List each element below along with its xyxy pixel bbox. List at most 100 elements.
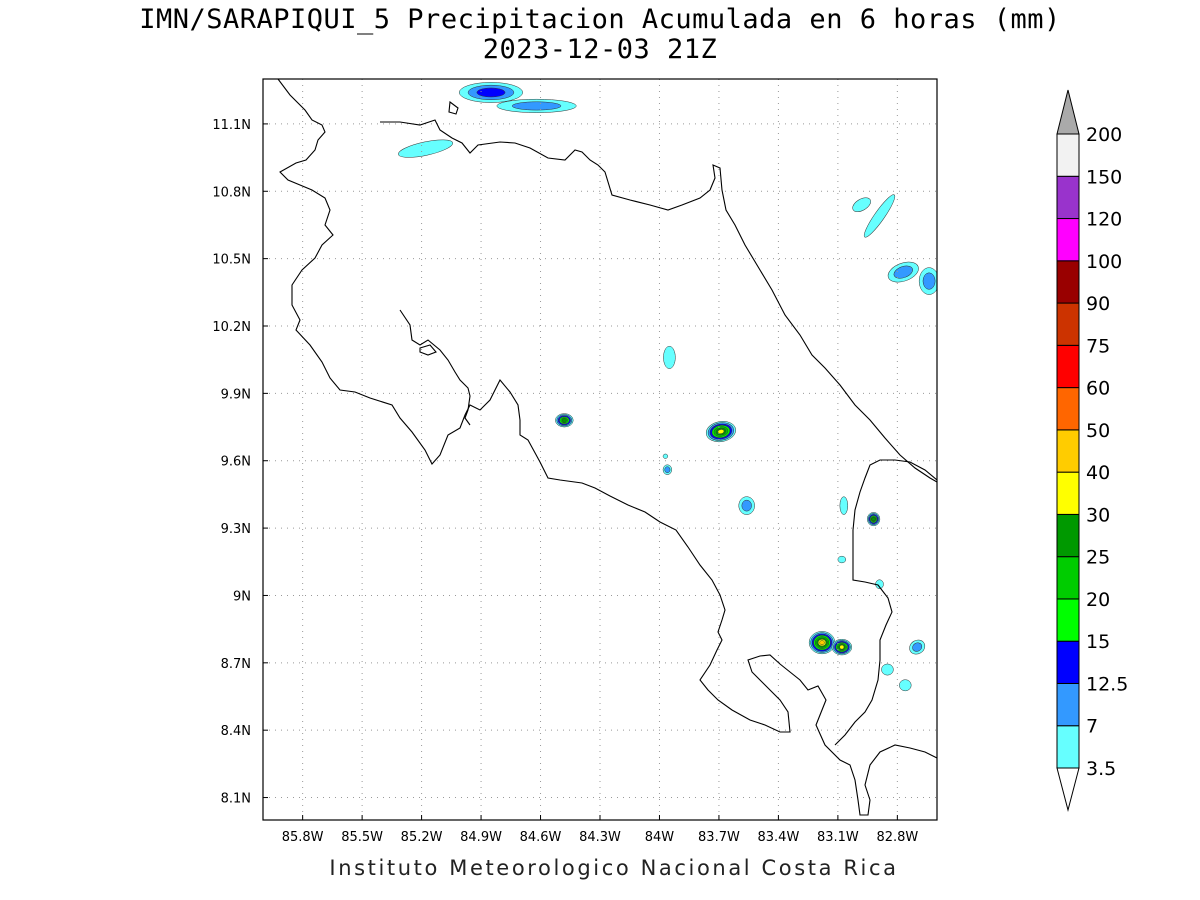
precip-contour — [398, 139, 453, 158]
colorbar-swatch — [1056, 175, 1080, 220]
colorbar-label: 7 — [1086, 716, 1098, 738]
latitude-labels: 8.1N 8.4N 8.7N 9N 9.3N 9.6N 9.9N 10.2N 10.5N 10.8… — [212, 118, 251, 807]
precip-contour — [511, 101, 562, 111]
colorbar: 3.5 7 12.5 15 20 25 30 40 50 60 75 90 100 120 150 200 — [1056, 89, 1128, 812]
colorbar-label: 40 — [1086, 462, 1110, 484]
lon-label: 82.8W — [876, 830, 918, 845]
precip-contour — [922, 272, 936, 290]
precip-cell — [663, 345, 676, 369]
colorbar-min-arrow — [1056, 767, 1080, 812]
precip-contour — [852, 197, 871, 212]
colorbar-swatch — [1056, 682, 1080, 727]
precip-cell — [662, 453, 669, 459]
coastline — [277, 79, 937, 816]
colorbar-label: 30 — [1086, 504, 1110, 526]
lat-label: 10.8N — [212, 185, 251, 200]
colorbar-label: 90 — [1086, 293, 1110, 315]
colorbar-label: 20 — [1086, 589, 1110, 611]
precip-contour — [893, 265, 913, 279]
colorbar-max-arrow — [1056, 89, 1080, 135]
lat-label: 8.7N — [221, 657, 251, 672]
precip-contour — [662, 453, 669, 459]
map-datetime: 2023-12-03 21Z — [482, 34, 718, 65]
panama-border — [834, 459, 937, 746]
lon-label: 83.4W — [758, 830, 800, 845]
lat-label: 11.1N — [212, 118, 251, 133]
precip-cell — [459, 82, 523, 103]
lon-label: 85.2W — [401, 830, 443, 845]
colorbar-swatch — [1056, 344, 1080, 389]
precip-cell — [662, 464, 673, 475]
precip-cell — [398, 139, 453, 158]
colorbar-swatch — [1056, 640, 1080, 684]
precip-cell — [496, 98, 577, 113]
precip-cell — [808, 631, 836, 655]
colorbar-swatch — [1056, 725, 1080, 769]
precip-contour — [839, 496, 849, 515]
colorbar-label: 12.5 — [1086, 673, 1128, 695]
precip-cell — [738, 496, 755, 515]
lake-outline — [448, 100, 459, 115]
precip-cell — [899, 679, 912, 692]
plot-frame — [262, 78, 938, 821]
precip-contour — [561, 418, 567, 423]
costa-rica-coastline — [277, 79, 937, 816]
precip-cell — [837, 555, 847, 564]
precip-contour — [819, 640, 825, 645]
longitude-labels: 85.8W 85.5W 85.2W 84.9W 84.6W 84.3W 84W 83.7W 83… — [282, 830, 919, 845]
lon-label: 84W — [645, 830, 675, 845]
lat-label: 10.2N — [212, 320, 251, 335]
lat-label: 9.6N — [221, 455, 251, 470]
colorbar-swatch — [1056, 133, 1080, 177]
precip-contour — [839, 644, 845, 650]
colorbar-swatch — [1056, 429, 1080, 473]
precip-contour — [863, 194, 896, 238]
lat-label: 8.4N — [221, 724, 251, 739]
precip-cell — [555, 413, 574, 428]
colorbar-label: 15 — [1086, 631, 1110, 653]
map-title: IMN/SARAPIQUI_5 Precipitacion Acumulada … — [139, 4, 1061, 35]
colorbar-swatch — [1056, 598, 1080, 642]
gridlines — [263, 79, 937, 820]
precip-contour — [664, 466, 671, 473]
colorbar-swatch — [1056, 260, 1080, 304]
colorbar-swatch — [1056, 513, 1080, 558]
precip-cell — [852, 197, 871, 212]
precip-contour — [663, 345, 676, 369]
colorbar-label: 25 — [1086, 547, 1110, 569]
precip-contour — [871, 516, 876, 522]
precip-contour — [899, 679, 912, 692]
lon-label: 85.8W — [282, 830, 324, 845]
lon-label: 83.7W — [698, 830, 740, 845]
lat-label: 10.5N — [212, 253, 251, 268]
colorbar-label: 3.5 — [1086, 758, 1116, 780]
lon-label: 84.9W — [460, 830, 502, 845]
precip-cell — [881, 663, 894, 676]
footer-credit: Instituto Meteorologico Nacional Costa R… — [329, 856, 899, 880]
precip-contour — [881, 663, 894, 676]
colorbar-swatch — [1056, 218, 1080, 262]
nicaragua-border — [380, 119, 937, 483]
colorbar-label: 100 — [1086, 251, 1122, 273]
lat-label: 9N — [233, 589, 251, 604]
nicoya-island — [419, 344, 437, 356]
colorbar-label: 120 — [1086, 209, 1122, 231]
nicoya-gulf-coast — [399, 309, 471, 426]
precip-cell — [863, 194, 896, 238]
colorbar-swatch — [1056, 387, 1080, 431]
colorbar-label: 150 — [1086, 166, 1122, 188]
precip-cell — [909, 639, 926, 655]
precip-cell — [918, 267, 937, 295]
precip-cell — [866, 512, 881, 527]
precip-contour — [476, 87, 506, 98]
precipitation-layer — [398, 82, 937, 692]
precip-contour — [741, 499, 752, 512]
colorbar-label: 75 — [1086, 335, 1110, 357]
colorbar-swatch — [1056, 302, 1080, 346]
colorbar-label: 200 — [1086, 124, 1122, 146]
lon-label: 84.6W — [520, 830, 562, 845]
colorbar-label: 50 — [1086, 420, 1110, 442]
colorbar-swatch — [1056, 556, 1080, 600]
precip-contour — [837, 555, 847, 564]
